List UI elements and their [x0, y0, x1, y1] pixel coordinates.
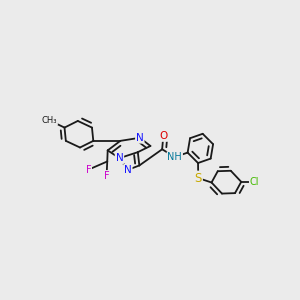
Text: F: F — [85, 165, 91, 175]
Text: O: O — [159, 131, 167, 141]
Text: Cl: Cl — [250, 177, 259, 187]
Text: CH₃: CH₃ — [42, 116, 57, 125]
Text: NH: NH — [167, 152, 182, 162]
Text: N: N — [124, 165, 132, 175]
Text: N: N — [116, 153, 123, 163]
Text: S: S — [195, 172, 202, 184]
Text: F: F — [104, 171, 110, 181]
Text: N: N — [136, 133, 144, 143]
